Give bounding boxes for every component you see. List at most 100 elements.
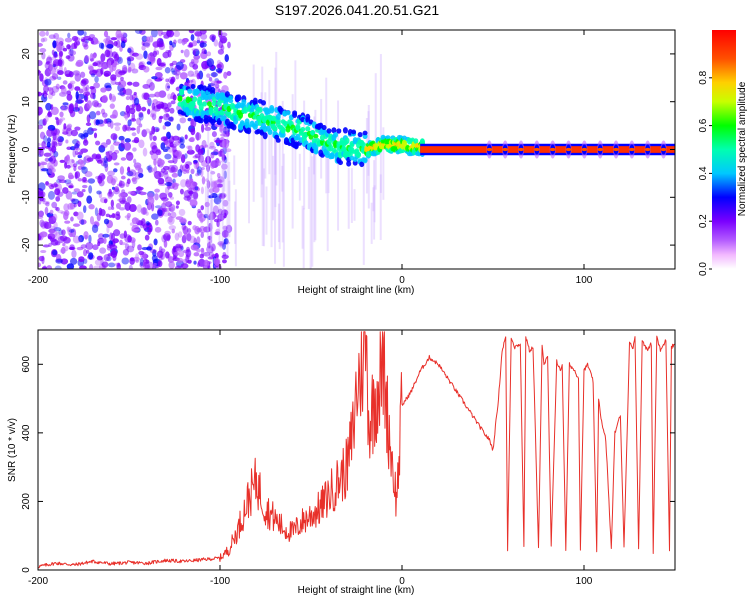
spectrogram-noise-cell (74, 171, 78, 180)
spectrogram-noise-cell (42, 244, 50, 248)
spectrogram-noise-cell (196, 227, 202, 233)
spectrogram-noise-cell (115, 202, 121, 210)
spectrogram-noise-cell (129, 257, 135, 265)
spectrogram-ridge-cell (192, 96, 198, 103)
spectrogram-noise-cell (100, 142, 108, 149)
spectrogram-noise-cell (51, 73, 59, 80)
spectrogram-streak (234, 201, 237, 244)
spectrogram-noise-cell (128, 169, 137, 177)
spectrogram-noise-cell (41, 197, 46, 202)
spectrogram-noise-cell (103, 160, 109, 168)
spectrogram-noise-cell (57, 76, 62, 81)
spectrogram-streak (326, 157, 329, 252)
spectrogram-noise-cell (157, 157, 162, 164)
spectrogram-noise-cell (94, 259, 102, 266)
spectrogram-streak (379, 54, 382, 193)
spectrogram-noise-cell (167, 212, 172, 217)
spectrogram-noise-cell (209, 160, 216, 169)
spectrogram-noise-cell (66, 164, 71, 169)
spectrogram-noise-cell (39, 48, 47, 53)
spectrogram-x-label: Height of straight line (km) (298, 285, 415, 296)
spectrogram-noise-cell (124, 138, 131, 143)
spectrogram-noise-cell (183, 190, 192, 199)
spectrogram-spike-core (565, 147, 572, 152)
spectrogram-noise-cell (131, 132, 137, 137)
spectrogram-ridge-cell (336, 128, 342, 134)
spectrogram-noise-cell (41, 266, 47, 269)
spectrogram-noise-cell (201, 123, 205, 133)
spectrogram-noise-cell (138, 139, 145, 149)
spectrogram-noise-cell (45, 30, 49, 37)
spectrogram-noise-cell (38, 60, 43, 67)
spectrogram-noise-cell (194, 70, 199, 75)
spectrogram-noise-cell (55, 206, 60, 212)
figure-title: S197.2026.041.20.51.G21 (275, 2, 439, 18)
spectrogram-streak (228, 180, 231, 238)
spectrogram-streak (372, 187, 375, 212)
spectrogram-streak (374, 73, 377, 190)
spectrogram-noise-cell (135, 53, 144, 60)
spectrogram-noise-cell (160, 102, 169, 110)
spectrogram-ridge-cell (208, 107, 214, 115)
spectrogram-noise-cell (126, 126, 132, 132)
spectrogram-noise-cell (79, 71, 86, 78)
spectrogram-noise-cell (82, 85, 87, 93)
spectrogram-noise-cell (77, 159, 84, 165)
spectrogram-ridge-cell (295, 123, 301, 131)
spectrogram-plot-area (38, 30, 675, 269)
spectrogram-noise-cell (99, 209, 106, 217)
spectrogram-noise-cell (188, 30, 195, 34)
spectrogram-noise-cell (221, 242, 227, 250)
spectrogram-noise-cell (153, 262, 157, 267)
spectrogram-noise-cell (40, 191, 46, 198)
spectrogram-noise-cell (213, 196, 222, 205)
spectrogram-noise-cell (107, 206, 112, 211)
spectrogram-noise-cell (97, 241, 101, 247)
spectrogram-noise-cell (148, 82, 155, 91)
spectrogram-noise-cell (174, 232, 180, 241)
spectrogram-noise-cell (179, 138, 184, 143)
spectrogram-spike-core (486, 147, 493, 152)
spectrogram-noise-cell (185, 163, 190, 170)
spectrogram-noise-cell (153, 170, 162, 180)
spectrogram-noise-cell (54, 231, 61, 240)
spectrogram-y-tick-label: 20 (21, 48, 32, 60)
spectrogram-noise-cell (125, 104, 130, 114)
spectrogram-noise-cell (119, 200, 128, 205)
spectrogram-noise-cell (192, 63, 199, 70)
spectrogram-streak (307, 166, 310, 209)
colorbar-tick-label: 0.8 (698, 70, 709, 84)
spectrogram-noise-cell (200, 232, 205, 238)
snr-y-ticks: 0 200 400 600 (21, 356, 675, 573)
spectrogram-noise-cell (81, 166, 88, 174)
spectrogram-noise-cell (75, 150, 79, 156)
spectrogram-noise-cell (70, 216, 74, 222)
spectrogram-streak (210, 213, 213, 241)
spectrogram-noise-cell (224, 54, 229, 63)
spectrogram-noise-cell (98, 145, 106, 153)
spectrogram-noise-cell (186, 169, 190, 174)
spectrogram-noise-cell (109, 93, 113, 101)
spectrogram-noise-cell (149, 51, 154, 57)
spectrogram-noise-cell (55, 138, 62, 142)
spectrogram-noise-cell (200, 168, 204, 178)
spectrogram-streak (207, 129, 210, 232)
spectrogram-noise-cell (206, 242, 211, 249)
spectrogram-noise-cell (93, 220, 100, 225)
spectrogram-noise-cell (125, 151, 134, 161)
spectrogram-streak (265, 186, 268, 235)
spectrogram-noise-cell (69, 146, 76, 151)
spectrogram-noise-cell (200, 247, 205, 253)
spectrogram-noise-cell (52, 59, 61, 67)
spectrogram-noise-cell (111, 151, 118, 161)
spectrogram-noise-cell (51, 91, 56, 97)
spectrogram-noise-cell (199, 42, 207, 48)
spectrogram-noise-cell (91, 100, 99, 107)
spectrogram-noise-cell (74, 86, 81, 91)
spectrogram-noise-cell (109, 103, 115, 109)
spectrogram-noise-cell (95, 110, 101, 116)
spectrogram-noise-cell (227, 41, 231, 49)
spectrogram-spike-core (628, 147, 635, 152)
spectrogram-streak (233, 155, 236, 185)
spectrogram-noise-cell (65, 154, 70, 161)
